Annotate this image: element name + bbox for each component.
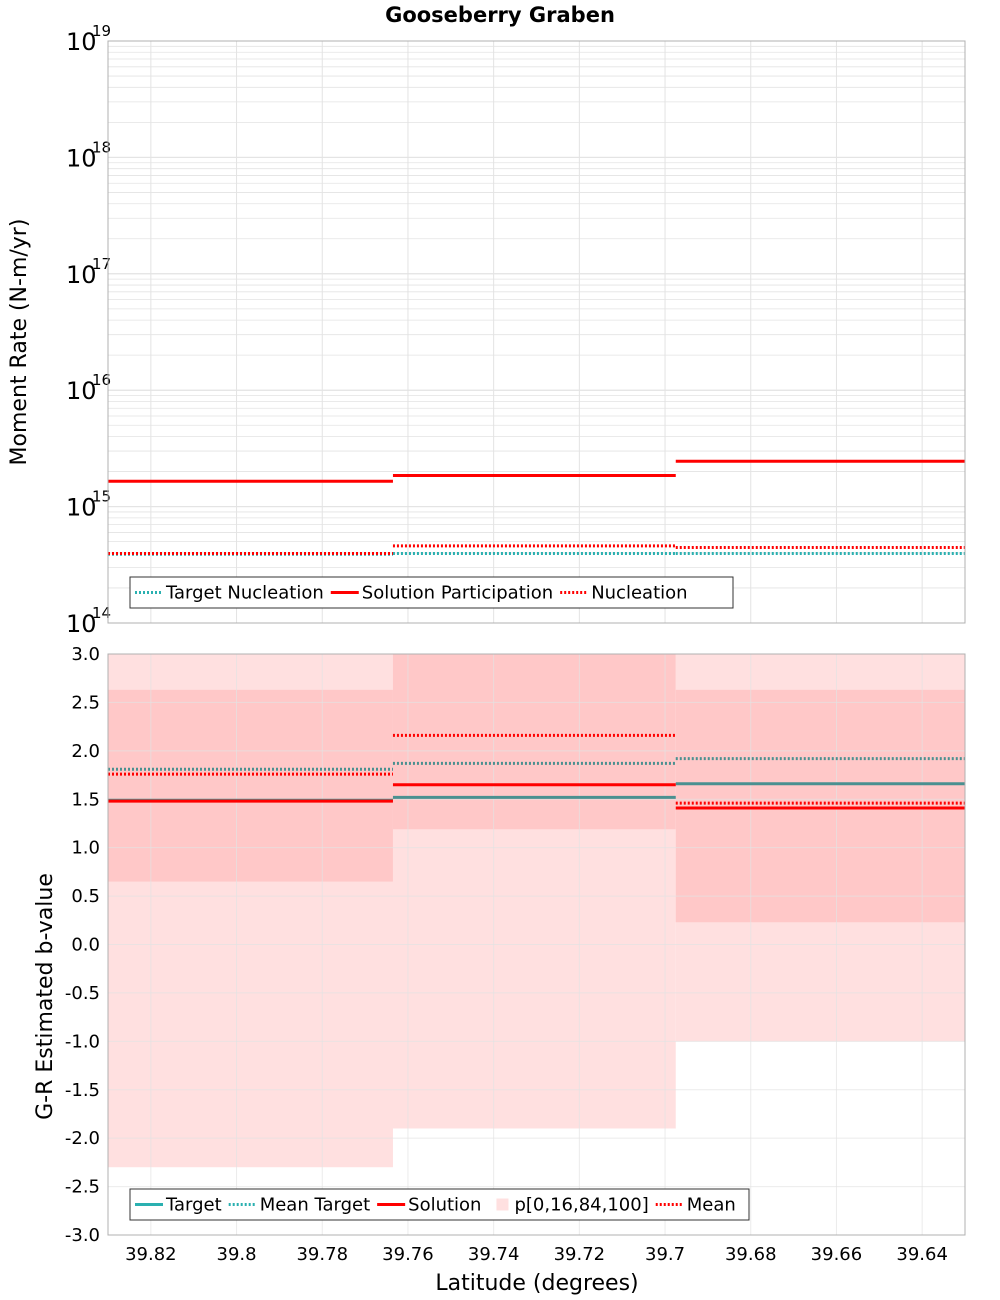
bottom-plot-frame bbox=[107, 653, 966, 1236]
y-tick-exponent: 19 bbox=[92, 22, 111, 40]
x-axis-label: Latitude (degrees) bbox=[435, 1271, 638, 1296]
x-tick-label: 39.76 bbox=[382, 1244, 434, 1265]
top-series bbox=[108, 459, 965, 556]
x-tick-label: 39.78 bbox=[296, 1244, 348, 1265]
y-tick-exponent: 17 bbox=[92, 255, 111, 273]
legend-swatch bbox=[496, 1198, 509, 1211]
y-tick-label: -2.5 bbox=[65, 1177, 100, 1198]
y-tick-label: 0.5 bbox=[71, 886, 100, 907]
x-tick-label: 39.8 bbox=[217, 1244, 257, 1265]
y-tick-label: 1.5 bbox=[71, 789, 100, 810]
top-legend: Target Nucleation Solution Participation N… bbox=[129, 576, 734, 609]
band-p16-p84 bbox=[108, 689, 393, 882]
b-value-panel: 3.0 2.5 2.0 1.5 1.0 0.5 0.0 -0.5 -1.0 -1.5 -2.0 -2.… bbox=[33, 644, 966, 1246]
x-ticks: 39.82 39.8 39.78 39.76 39.74 39.72 39.7 39.68 39… bbox=[125, 1244, 948, 1265]
x-tick-label: 39.72 bbox=[554, 1244, 606, 1265]
y-tick-label: 10 bbox=[66, 261, 97, 289]
legend-box bbox=[129, 576, 734, 609]
bottom-y-axis-label: G-R Estimated b-value bbox=[33, 873, 58, 1120]
y-tick-label: -1.5 bbox=[65, 1080, 100, 1101]
y-tick-label: 10 bbox=[66, 28, 97, 56]
x-tick-label: 39.7 bbox=[645, 1244, 685, 1265]
bottom-grid bbox=[108, 653, 965, 1236]
y-tick-label: 2.0 bbox=[71, 741, 100, 762]
band-p16-p84 bbox=[675, 689, 965, 923]
y-tick-exponent: 15 bbox=[92, 488, 111, 506]
y-tick-label: 3.0 bbox=[71, 644, 100, 665]
top-plot-area bbox=[108, 41, 965, 623]
legend-label: Target Nucleation bbox=[165, 583, 324, 604]
x-tick-label: 39.64 bbox=[896, 1244, 948, 1265]
y-tick-label: 10 bbox=[66, 144, 97, 172]
legend-label: Nucleation bbox=[591, 583, 687, 604]
x-tick-label: 39.68 bbox=[725, 1244, 777, 1265]
x-tick-label: 39.74 bbox=[468, 1244, 520, 1265]
y-tick-label: -2.0 bbox=[65, 1128, 100, 1149]
y-tick-label: 1.0 bbox=[71, 838, 100, 859]
y-tick-exponent: 16 bbox=[92, 371, 111, 389]
legend-label: Solution Participation bbox=[362, 583, 553, 604]
bottom-series bbox=[108, 733, 965, 810]
bottom-y-ticks: 3.0 2.5 2.0 1.5 1.0 0.5 0.0 -0.5 -1.0 -1.5 -2.0 -2.… bbox=[65, 644, 100, 1246]
legend-label: Mean bbox=[687, 1195, 736, 1216]
y-tick-label: 2.5 bbox=[71, 692, 100, 713]
top-y-axis-label: Moment Rate (N-m/yr) bbox=[7, 219, 32, 466]
legend-label: Solution bbox=[408, 1195, 481, 1216]
legend-label: Mean Target bbox=[260, 1195, 370, 1216]
y-tick-label: 10 bbox=[66, 377, 97, 405]
x-tick-label: 39.66 bbox=[811, 1244, 863, 1265]
y-tick-label: 10 bbox=[66, 494, 97, 522]
bottom-legend: Target Mean Target Solution p[0,16,84,100] M… bbox=[129, 1188, 750, 1221]
legend-label: Target bbox=[165, 1195, 222, 1216]
legend-label: p[0,16,84,100] bbox=[514, 1195, 648, 1216]
y-tick-label: -3.0 bbox=[65, 1225, 100, 1246]
y-tick-label: 0.0 bbox=[71, 935, 100, 956]
y-tick-label: -0.5 bbox=[65, 983, 100, 1004]
y-tick-label: 10 bbox=[66, 610, 97, 638]
y-tick-exponent: 14 bbox=[92, 604, 111, 622]
top-plot-frame bbox=[107, 40, 966, 624]
x-tick-label: 39.82 bbox=[125, 1244, 177, 1265]
top-grid bbox=[108, 40, 965, 624]
y-tick-exponent: 18 bbox=[92, 138, 111, 156]
y-tick-label: -1.0 bbox=[65, 1031, 100, 1052]
band-p16-p84 bbox=[392, 654, 676, 830]
chart-title: Gooseberry Graben bbox=[385, 3, 615, 27]
